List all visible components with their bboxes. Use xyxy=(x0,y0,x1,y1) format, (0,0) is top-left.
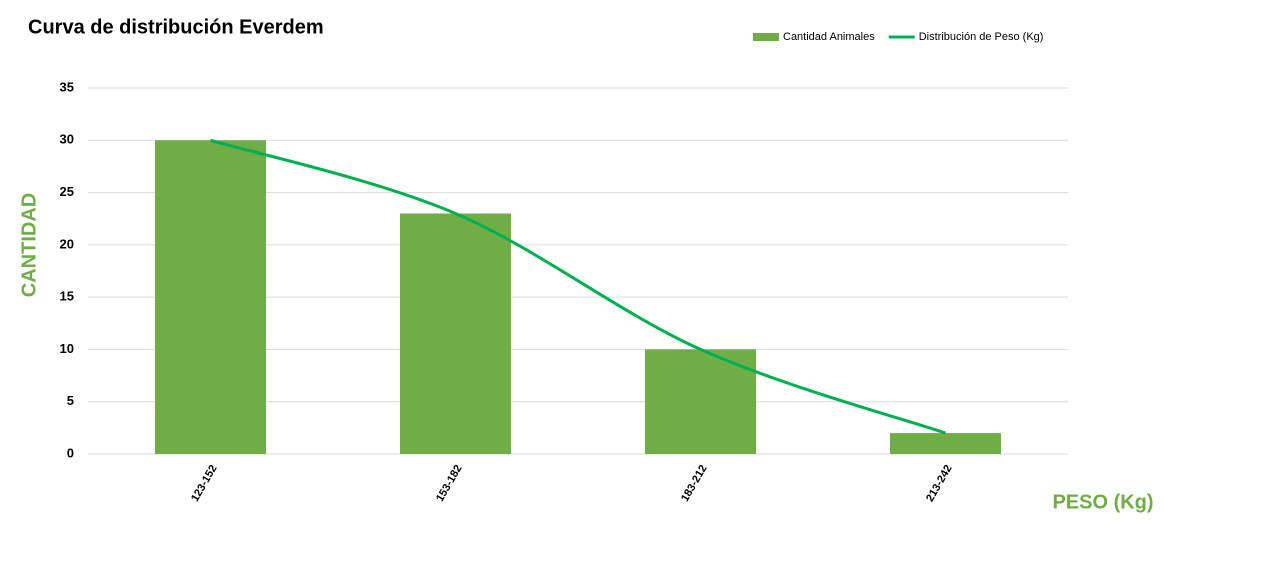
bar xyxy=(400,213,511,454)
x-tick-label: 123-152 xyxy=(189,463,220,504)
x-tick-label: 213-242 xyxy=(924,463,955,504)
y-tick-label: 10 xyxy=(60,341,74,356)
y-axis-label: CANTIDAD xyxy=(18,193,40,297)
bar xyxy=(645,349,756,454)
legend-label: Distribución de Peso (Kg) xyxy=(919,31,1044,43)
chart-title: Curva de distribución Everdem xyxy=(28,16,324,38)
bar xyxy=(155,140,266,455)
x-tick-label: 183-212 xyxy=(679,463,710,504)
y-tick-label: 5 xyxy=(67,393,74,408)
line xyxy=(210,138,946,435)
bar xyxy=(890,433,1001,454)
y-tick-label: 0 xyxy=(67,445,74,460)
y-tick-label: 30 xyxy=(60,132,74,147)
y-tick-label: 25 xyxy=(60,184,74,199)
x-axis-label: PESO (Kg) xyxy=(1052,491,1153,513)
x-tick-label: 153-182 xyxy=(434,463,465,504)
y-tick-label: 15 xyxy=(60,289,74,304)
y-tick-label: 35 xyxy=(60,79,74,94)
legend-label: Cantidad Animales xyxy=(783,31,875,43)
y-tick-label: 20 xyxy=(60,236,74,251)
legend-swatch xyxy=(753,33,779,41)
